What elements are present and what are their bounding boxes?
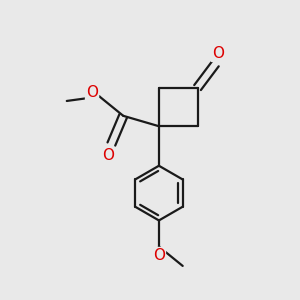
Text: O: O [102,148,114,163]
Text: O: O [153,248,165,263]
Text: O: O [86,85,98,100]
Text: O: O [212,46,224,61]
